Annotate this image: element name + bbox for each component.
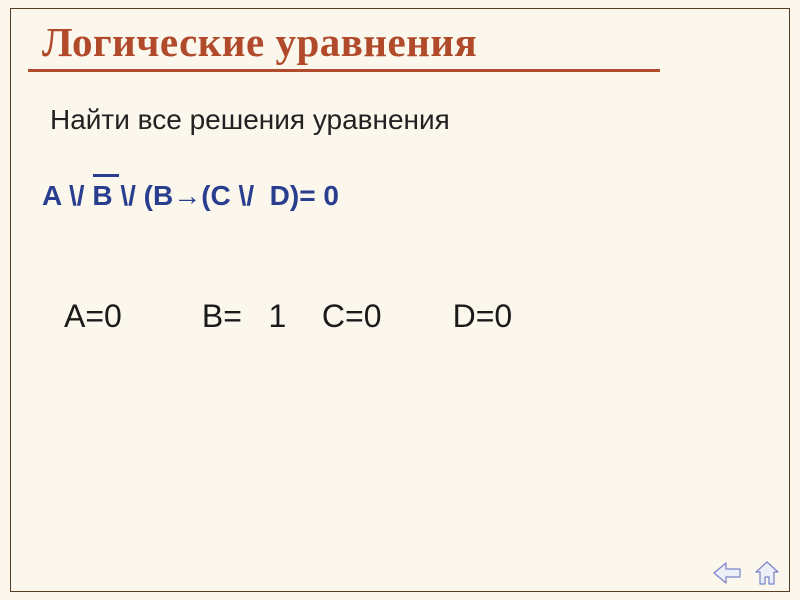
slide-title: Логические уравнения	[42, 18, 778, 66]
solutions: A=0 B= 1 C=0 D=0	[64, 298, 778, 335]
equation-overbar-b: B	[92, 180, 112, 212]
equation-part-3: \/ (B→(C \/ D)= 0	[113, 180, 339, 211]
solution-c: C=0	[322, 298, 382, 334]
title-block: Логические уравнения	[42, 18, 778, 66]
slide: Логические уравнения Найти все решения у…	[0, 0, 800, 600]
title-underline	[28, 69, 660, 72]
home-icon[interactable]	[752, 560, 782, 586]
equation-part-1: A \/	[42, 180, 92, 211]
slide-subtitle: Найти все решения уравнения	[50, 104, 778, 136]
solution-d: D=0	[453, 298, 513, 334]
prev-arrow-icon[interactable]	[712, 560, 742, 586]
nav-icons	[712, 560, 782, 586]
solution-a: A=0	[64, 298, 122, 334]
equation: A \/ B \/ (B→(C \/ D)= 0	[42, 180, 778, 212]
solution-b: B= 1	[202, 298, 287, 334]
